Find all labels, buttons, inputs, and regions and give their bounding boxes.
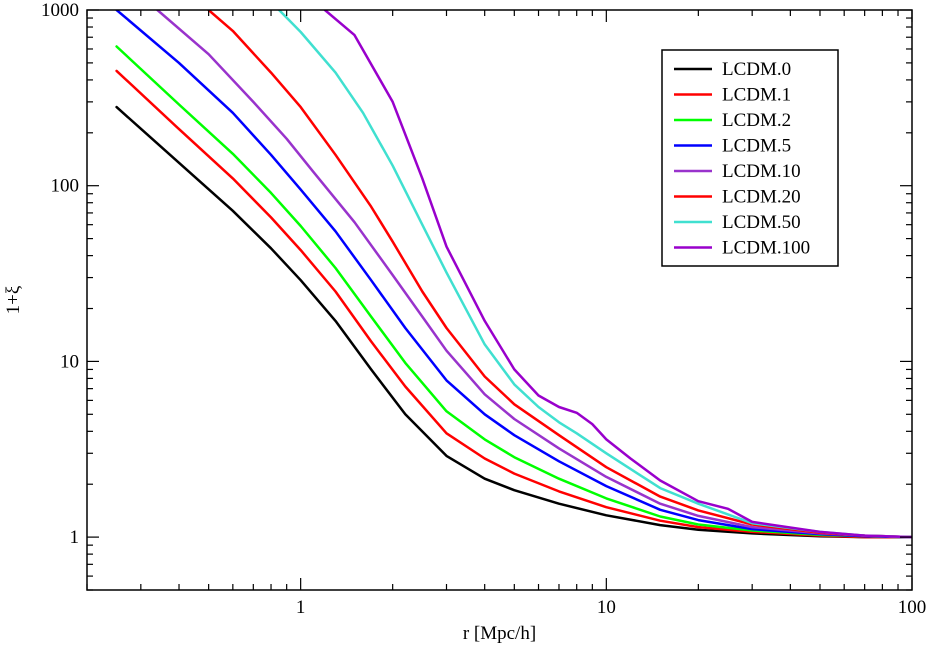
legend-label: LCDM.10 xyxy=(722,161,801,182)
series-line-lcdm-50 xyxy=(277,10,912,539)
x-tick-label: 100 xyxy=(898,597,927,618)
legend-label: LCDM.2 xyxy=(722,110,791,131)
plot-frame xyxy=(86,9,913,591)
y-axis-label: 1+ξ xyxy=(3,285,24,314)
y-tick-label: 1000 xyxy=(41,0,79,21)
series-line-lcdm-100 xyxy=(323,10,912,539)
y-tick-label: 10 xyxy=(60,351,79,372)
series-line-lcdm-5 xyxy=(115,10,912,539)
series-layer xyxy=(115,10,912,539)
legend-label: LCDM.100 xyxy=(722,238,810,259)
legend-box xyxy=(661,49,839,267)
series-line-lcdm-1 xyxy=(115,69,912,539)
x-tick-label: 1 xyxy=(296,597,306,618)
x-tick-label: 10 xyxy=(597,597,616,618)
legend-label: LCDM.1 xyxy=(722,85,791,106)
series-line-lcdm-10 xyxy=(156,10,912,539)
series-line-lcdm-2 xyxy=(115,45,912,539)
x-axis-label: r [Mpc/h] xyxy=(463,623,536,644)
series-line-lcdm-0 xyxy=(115,105,912,539)
legend-label: LCDM.50 xyxy=(722,212,801,233)
tick-labels-layer: 1 10 100 1 10 100 1000 xyxy=(41,0,926,618)
series-line-lcdm-20 xyxy=(207,10,912,539)
legend: LCDM.0 LCDM.1 LCDM.2 LCDM.5 LCDM.10 LCDM.20 LC… xyxy=(661,49,839,267)
y-tick-label: 1 xyxy=(70,527,80,548)
legend-label: LCDM.20 xyxy=(722,187,801,208)
y-tick-label: 100 xyxy=(51,176,80,197)
legend-label: LCDM.5 xyxy=(722,136,791,157)
legend-label: LCDM.0 xyxy=(722,59,791,80)
legend-items: LCDM.0 LCDM.1 LCDM.2 LCDM.5 LCDM.10 LCDM.20 LC… xyxy=(674,59,810,259)
